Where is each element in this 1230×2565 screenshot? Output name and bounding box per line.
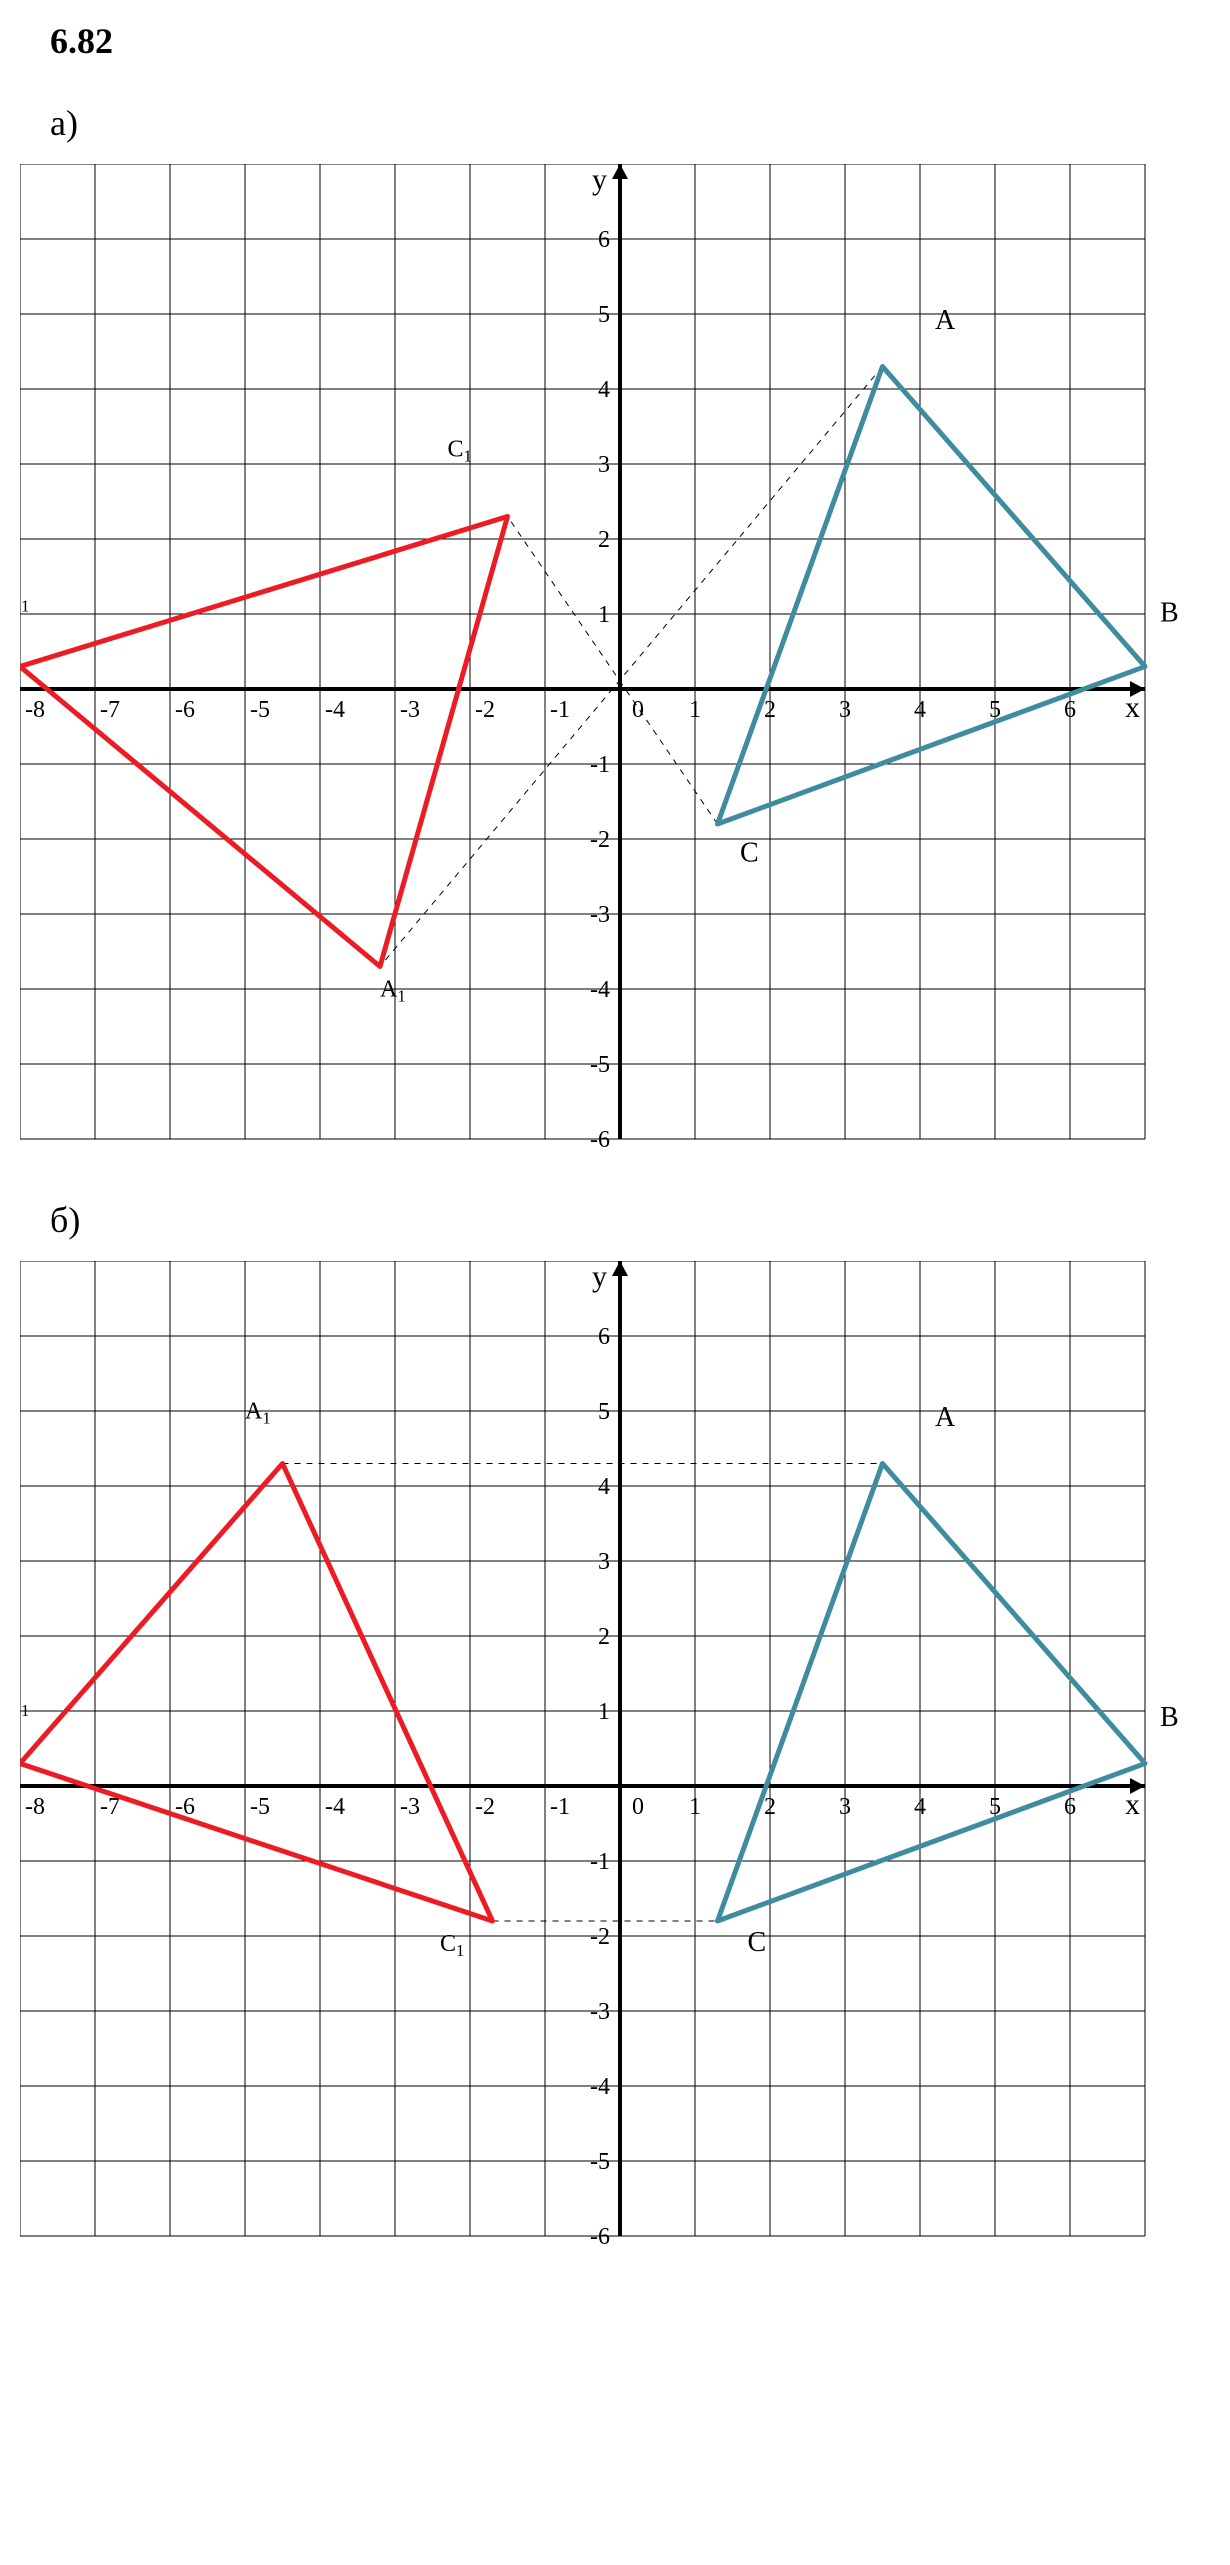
y-tick-label: -1 <box>590 1849 610 1875</box>
y-tick-label: 2 <box>598 527 610 553</box>
x-tick-label: 1 <box>689 697 701 723</box>
chart-container: -8-7-6-5-4-3-2-1123456-6-5-4-3-2-1123456… <box>20 164 1210 1159</box>
x-tick-label: -1 <box>550 697 570 723</box>
x-tick-label: -7 <box>100 697 120 723</box>
plot-bg <box>20 1261 1145 2236</box>
x-axis-label: x <box>1125 1788 1140 1821</box>
x-tick-label: 4 <box>914 1794 926 1820</box>
y-tick-label: 1 <box>598 602 610 628</box>
x-tick-label: -2 <box>475 697 495 723</box>
x-tick-label: -4 <box>325 1794 345 1820</box>
x-tick-label: 4 <box>914 697 926 723</box>
part-label: а) <box>50 102 1210 144</box>
x-tick-label: -8 <box>25 1794 45 1820</box>
x-tick-label: -6 <box>175 697 195 723</box>
y-tick-label: -4 <box>590 977 610 1003</box>
plot-bg <box>20 164 1145 1139</box>
y-tick-label: 2 <box>598 1624 610 1650</box>
coordinate-plane: -8-7-6-5-4-3-2-1123456-6-5-4-3-2-1123456… <box>20 164 1185 1159</box>
y-axis-label: y <box>592 164 607 196</box>
vertex-label: A <box>935 1402 956 1433</box>
x-tick-label: 1 <box>689 1794 701 1820</box>
coordinate-plane: -8-7-6-5-4-3-2-1123456-6-5-4-3-2-1123456… <box>20 1261 1185 2256</box>
vertex-label: C <box>748 1927 767 1958</box>
y-tick-label: 6 <box>598 227 610 253</box>
x-tick-label: 6 <box>1064 697 1076 723</box>
y-tick-label: 4 <box>598 377 610 403</box>
y-tick-label: -6 <box>590 2224 610 2250</box>
vertex-label: C <box>740 838 759 869</box>
x-axis-label: x <box>1125 691 1140 724</box>
y-tick-label: -5 <box>590 2149 610 2175</box>
vertex-label: B <box>1160 1702 1179 1733</box>
origin-label: 0 <box>632 1794 644 1820</box>
y-tick-label: 3 <box>598 452 610 478</box>
y-tick-label: 4 <box>598 1474 610 1500</box>
origin-label: 0 <box>632 697 644 723</box>
vertex-label: A <box>935 305 956 336</box>
x-tick-label: -5 <box>250 1794 270 1820</box>
x-tick-label: -3 <box>400 1794 420 1820</box>
y-tick-label: -3 <box>590 902 610 928</box>
y-tick-label: -5 <box>590 1052 610 1078</box>
y-tick-label: -3 <box>590 1999 610 2025</box>
y-tick-label: 6 <box>598 1324 610 1350</box>
y-tick-label: 5 <box>598 302 610 328</box>
part-label: б) <box>50 1199 1210 1241</box>
x-tick-label: -2 <box>475 1794 495 1820</box>
x-tick-label: -8 <box>25 697 45 723</box>
y-tick-label: -6 <box>590 1127 610 1153</box>
x-tick-label: 6 <box>1064 1794 1076 1820</box>
x-tick-label: 2 <box>764 1794 776 1820</box>
x-tick-label: 3 <box>839 1794 851 1820</box>
x-tick-label: 3 <box>839 697 851 723</box>
x-tick-label: -4 <box>325 697 345 723</box>
y-tick-label: -1 <box>590 752 610 778</box>
x-tick-label: -1 <box>550 1794 570 1820</box>
x-tick-label: -5 <box>250 697 270 723</box>
x-tick-label: 2 <box>764 697 776 723</box>
y-tick-label: 3 <box>598 1549 610 1575</box>
y-tick-label: -2 <box>590 827 610 853</box>
y-tick-label: 1 <box>598 1699 610 1725</box>
x-tick-label: -3 <box>400 697 420 723</box>
y-axis-label: y <box>592 1261 607 1293</box>
problem-number: 6.82 <box>50 20 1210 62</box>
y-tick-label: 5 <box>598 1399 610 1425</box>
y-tick-label: -4 <box>590 2074 610 2100</box>
chart-container: -8-7-6-5-4-3-2-1123456-6-5-4-3-2-1123456… <box>20 1261 1210 2256</box>
y-tick-label: -2 <box>590 1924 610 1950</box>
vertex-label: B <box>1160 598 1179 629</box>
